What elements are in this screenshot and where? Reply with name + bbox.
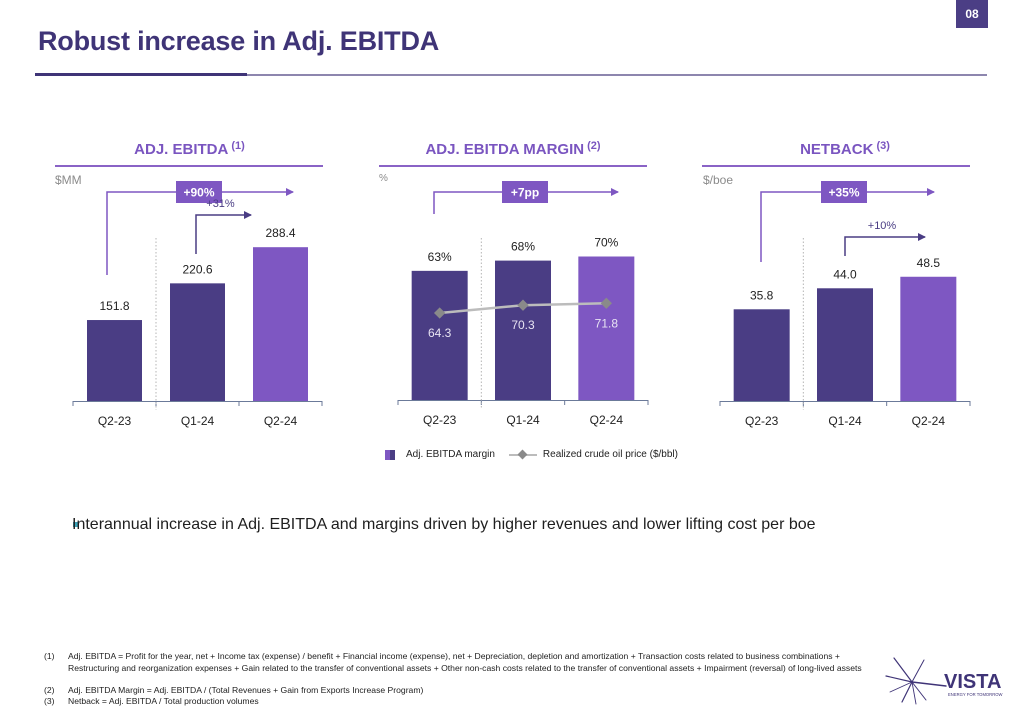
chart-title-text: ADJ. EBITDA bbox=[134, 141, 229, 158]
change-arrow-long bbox=[106, 188, 294, 275]
x-tick-label: Q2-24 bbox=[912, 414, 946, 428]
change-arrow-long bbox=[760, 188, 935, 262]
bar-q1-24 bbox=[170, 283, 225, 401]
change-arrow-long bbox=[433, 188, 619, 214]
chart-title-rule bbox=[379, 165, 647, 167]
change-badge-label: +90% bbox=[183, 186, 214, 200]
vista-logo: VISTA ENERGY FOR TOMORROW bbox=[885, 657, 1002, 705]
footnote-text: Adj. EBITDA Margin = Adj. EBITDA / (Tota… bbox=[68, 685, 424, 695]
change-badge bbox=[176, 181, 222, 203]
x-tick-label: Q2-23 bbox=[745, 414, 779, 428]
unit-label: $/boe bbox=[703, 173, 734, 187]
change-arrow-short bbox=[844, 233, 926, 256]
footnote-number: (2) bbox=[44, 685, 55, 695]
logo-wordmark: VISTA bbox=[944, 671, 1001, 693]
unit-label: % bbox=[379, 173, 388, 184]
footnote-ref: (2) bbox=[587, 140, 601, 152]
footnote-number: (1) bbox=[44, 651, 55, 661]
footnote-ref: (1) bbox=[231, 140, 245, 152]
bar-value-label: 151.8 bbox=[99, 299, 129, 313]
page-number-badge: 08 bbox=[956, 0, 988, 28]
line-point-marker bbox=[434, 307, 446, 319]
line-value-label: 71.8 bbox=[595, 316, 619, 330]
bar-q2-23 bbox=[411, 270, 468, 400]
line-value-label: 70.3 bbox=[511, 318, 535, 332]
bar-q2-23 bbox=[87, 320, 142, 401]
x-tick-label: Q2-23 bbox=[98, 414, 132, 428]
bar-value-label: 220.6 bbox=[182, 262, 212, 276]
bar-value-label: 288.4 bbox=[265, 226, 295, 240]
legend-bar-label: Adj. EBITDA margin bbox=[406, 449, 495, 460]
title-underline bbox=[247, 74, 987, 76]
change-badge bbox=[502, 181, 548, 203]
bar-value-label: 35.8 bbox=[750, 288, 774, 302]
bar-value-label: 68% bbox=[511, 240, 535, 254]
change-label-short: +10% bbox=[868, 220, 897, 232]
charts-canvas: 151.8 Q2-23 220.6 Q1-24 288.4 Q2-24 +90%+31% 63… bbox=[72, 181, 971, 428]
change-label-short: +31% bbox=[206, 198, 235, 210]
footnotes: (1) Adj. EBITDA = Profit for the year, n… bbox=[0, 651, 900, 711]
chart-title-adj-ebitda: ADJ. EBITDA (1) bbox=[73, 140, 306, 158]
unit-label: $MM bbox=[55, 173, 82, 187]
footnote-text: Adj. EBITDA = Profit for the year, net +… bbox=[68, 651, 862, 673]
footnote-ref: (3) bbox=[876, 140, 890, 152]
chart-title-rule bbox=[702, 165, 970, 167]
x-tick-label: Q1-24 bbox=[828, 414, 862, 428]
chart-title-rule bbox=[55, 165, 323, 167]
line-point-marker bbox=[517, 299, 529, 311]
bar-value-label: 63% bbox=[428, 250, 452, 264]
change-badge bbox=[821, 181, 867, 203]
bar-value-label: 44.0 bbox=[833, 267, 857, 281]
bar-value-label: 48.5 bbox=[917, 256, 941, 270]
logo-tagline: ENERGY FOR TOMORROW bbox=[948, 692, 1002, 697]
bullet-square-icon bbox=[73, 522, 78, 527]
bar-q2-24 bbox=[578, 256, 635, 400]
change-arrow-short bbox=[195, 211, 252, 254]
change-badge-label: +7pp bbox=[511, 186, 539, 200]
line-point-marker bbox=[600, 297, 612, 309]
footnote-number: (3) bbox=[44, 696, 55, 706]
x-tick-label: Q1-24 bbox=[506, 413, 540, 427]
bar-q2-24 bbox=[900, 276, 957, 401]
title-underline-accent bbox=[35, 73, 247, 76]
change-badge-label: +35% bbox=[828, 186, 859, 200]
x-tick-label: Q1-24 bbox=[181, 414, 215, 428]
footnote-text: Netback = Adj. EBITDA / Total production… bbox=[68, 696, 259, 706]
chart-title-text: ADJ. EBITDA MARGIN bbox=[425, 141, 585, 158]
bullet-text: Interannual increase in Adj. EBITDA and … bbox=[72, 516, 816, 533]
bar-value-label: 70% bbox=[594, 236, 618, 250]
bar-q2-24 bbox=[253, 247, 308, 401]
bar-q1-24 bbox=[495, 260, 551, 400]
bar-q2-23 bbox=[733, 309, 790, 401]
x-tick-label: Q2-24 bbox=[264, 414, 298, 428]
legend-line-label: Realized crude oil price ($/bbl) bbox=[542, 449, 678, 460]
chart-title-adj-ebitda-margin: ADJ. EBITDA MARGIN (2) bbox=[378, 140, 648, 158]
legend-bar-swatch bbox=[385, 449, 395, 460]
legend-line-diamond-icon bbox=[508, 450, 537, 460]
x-tick-label: Q2-24 bbox=[590, 413, 624, 427]
chart-legend: Adj. EBITDA margin Realized crude oil pr… bbox=[385, 449, 678, 460]
x-tick-label: Q2-23 bbox=[423, 413, 457, 427]
bar-q1-24 bbox=[817, 288, 873, 401]
star-burst-icon bbox=[885, 657, 947, 705]
chart-title-text: NETBACK bbox=[800, 141, 874, 158]
chart-title-netback: NETBACK (3) bbox=[720, 140, 970, 158]
page-title: Robust increase in Adj. EBITDA bbox=[38, 26, 440, 56]
line-value-label: 64.3 bbox=[428, 326, 452, 340]
